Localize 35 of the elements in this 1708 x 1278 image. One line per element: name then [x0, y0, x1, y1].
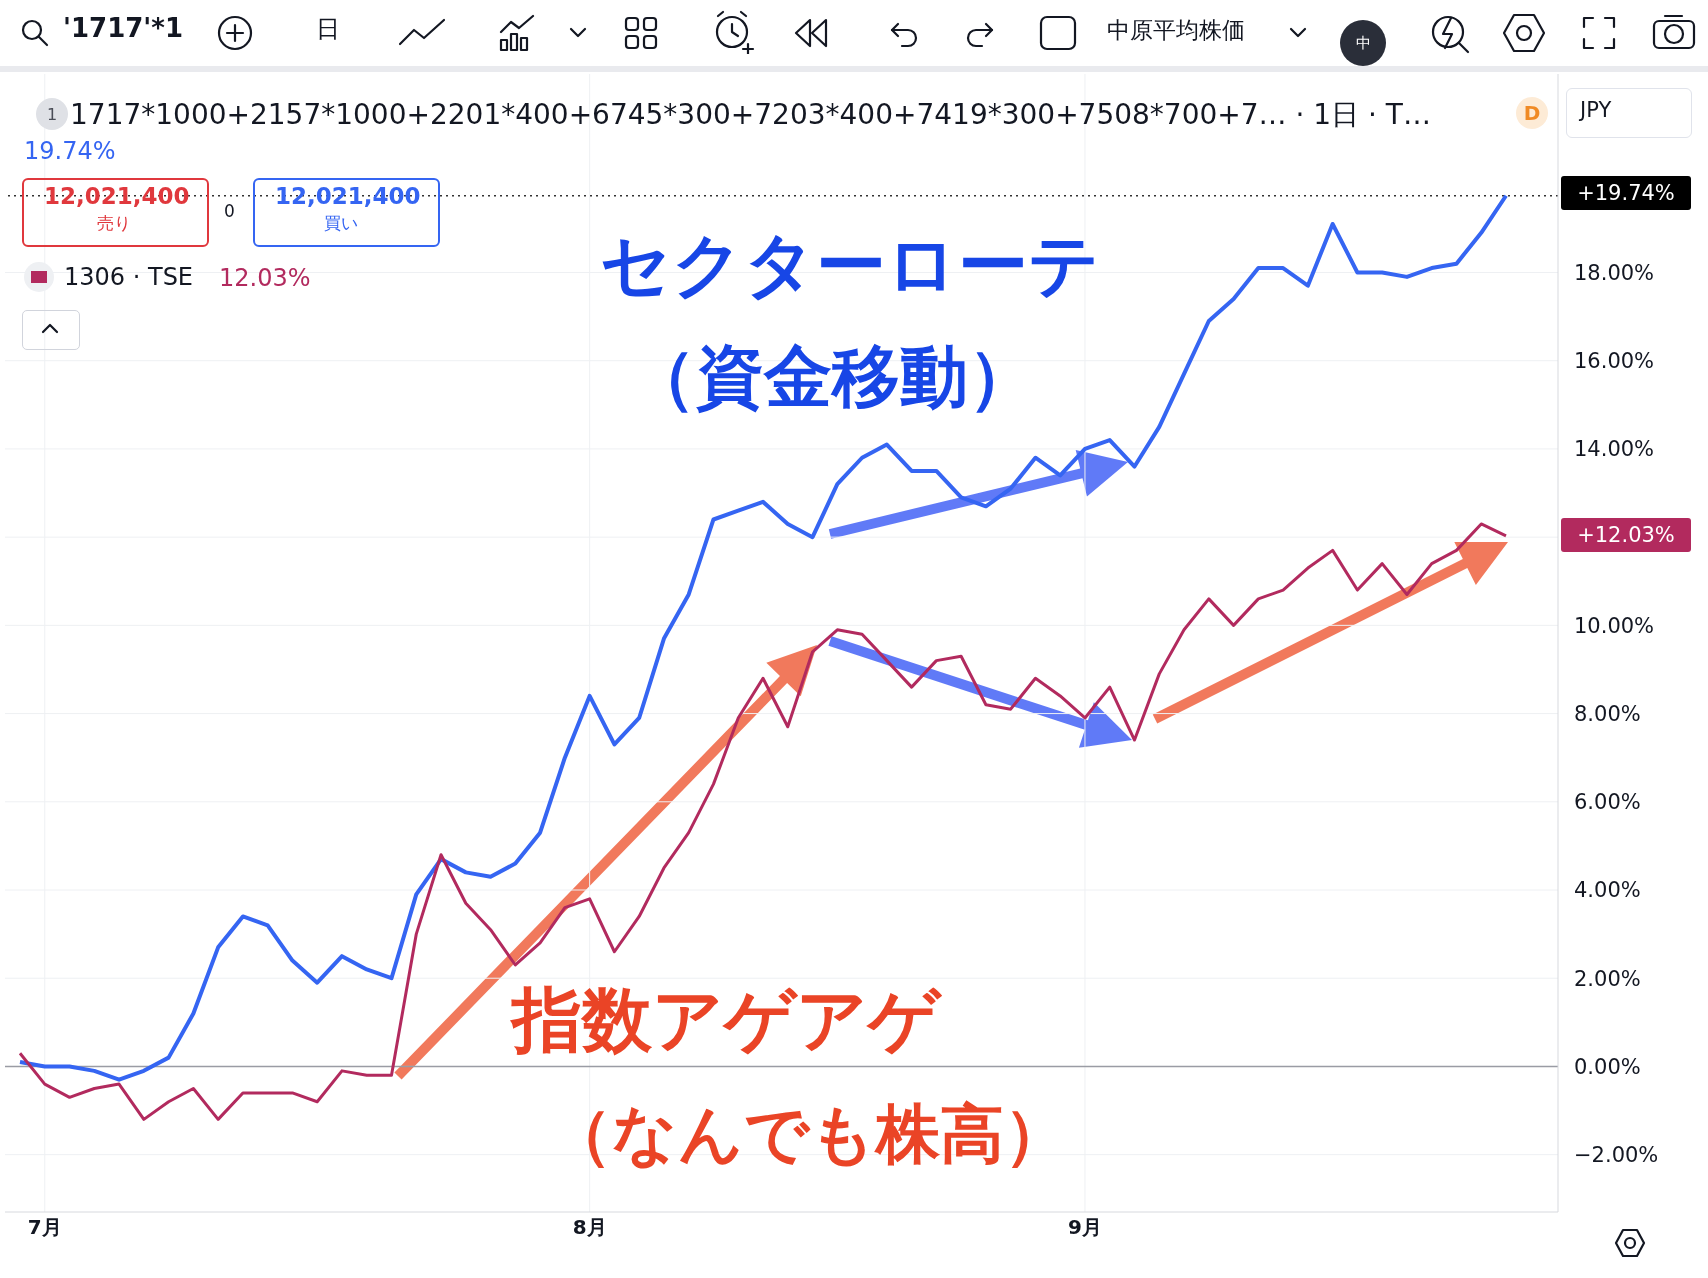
annotation: セクターローテ	[600, 224, 1100, 306]
x-tick-label: 9月	[1068, 1215, 1102, 1240]
annotation: 19.74%	[24, 137, 116, 166]
text: '1717'*1	[63, 13, 183, 44]
annotation: 12,021,400	[275, 183, 421, 210]
annotation: 指数アゲアゲ	[512, 979, 940, 1061]
x-tick-label: 8月	[572, 1215, 607, 1240]
y-tick-label: 10.00%	[1574, 613, 1655, 638]
text: D	[1516, 97, 1548, 129]
legend-label: 1306 · TSE	[64, 263, 194, 291]
annotation: 12.03%	[219, 264, 311, 293]
y-tick-label: 2.00%	[1574, 966, 1641, 991]
text: +12.03%	[1561, 518, 1691, 552]
y-tick-label: 16.00%	[1574, 349, 1655, 374]
text: 1717*1000+2157*1000+2201*400+6745*300+7203*400+7419*300+7508*700+7… · 1日 · T…	[70, 97, 1431, 133]
annotation: （なんでも株高）	[548, 1097, 1068, 1172]
text: 中	[1340, 20, 1386, 66]
text: JPY	[1580, 98, 1612, 123]
annotation: 0	[224, 201, 235, 222]
annotation: （資金移動）	[628, 337, 1036, 417]
x-tick-label: 7月	[27, 1215, 62, 1240]
annotation: 1	[36, 98, 68, 130]
y-tick-label: 14.00%	[1574, 437, 1655, 462]
text: +19.74%	[1561, 176, 1691, 210]
y-tick-label: 6.00%	[1574, 790, 1641, 815]
y-tick-label: 8.00%	[1574, 702, 1641, 727]
text: 中原平均株価	[1107, 17, 1245, 44]
annotation: 売り	[97, 213, 131, 234]
y-tick-label: −2.00%	[1574, 1143, 1659, 1168]
y-tick-label: 18.00%	[1574, 260, 1655, 285]
annotation: 12,021,400	[44, 183, 190, 210]
text: 日	[316, 15, 340, 44]
y-tick-label: 4.00%	[1574, 878, 1641, 903]
annotation: 買い	[324, 213, 358, 234]
y-tick-label: 0.00%	[1574, 1054, 1641, 1079]
